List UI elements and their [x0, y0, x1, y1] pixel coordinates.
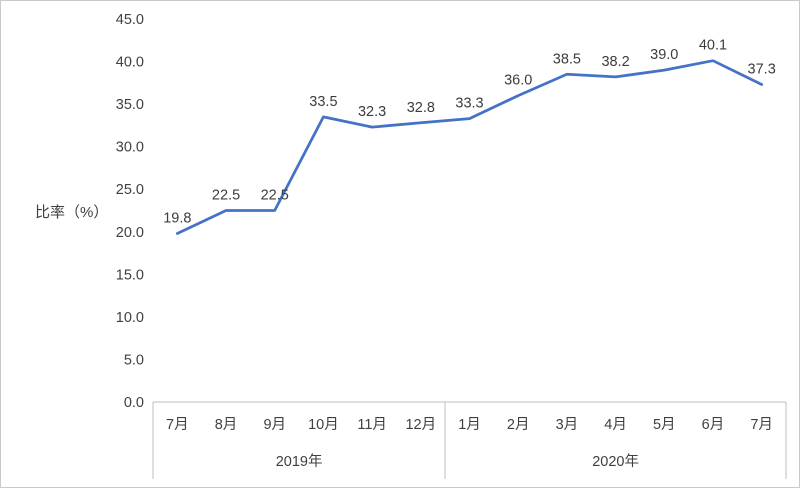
data-label: 37.3 — [748, 62, 776, 78]
y-axis-tick-label: 15.0 — [116, 267, 144, 283]
data-label: 38.5 — [553, 51, 581, 67]
x-axis-tick-label: 5月 — [653, 417, 676, 433]
x-axis-tick-label: 6月 — [702, 417, 725, 433]
y-axis-tick-label: 10.0 — [116, 310, 144, 326]
y-axis-tick-label: 20.0 — [116, 225, 144, 241]
data-label: 32.8 — [407, 100, 435, 116]
data-label: 33.5 — [309, 94, 337, 110]
y-axis-title: 比率（%） — [35, 204, 109, 221]
x-axis-group-label: 2020年 — [592, 453, 639, 470]
data-label: 19.8 — [163, 210, 191, 226]
y-axis-tick-label: 5.0 — [124, 352, 144, 368]
y-axis-tick-label: 30.0 — [116, 140, 144, 156]
data-label: 39.0 — [650, 47, 678, 63]
y-axis-tick-label: 45.0 — [116, 12, 144, 28]
x-axis-tick-label: 12月 — [405, 417, 436, 433]
data-label: 22.5 — [212, 188, 240, 204]
x-axis-tick-label: 7月 — [166, 417, 189, 433]
data-label: 32.3 — [358, 104, 386, 120]
x-axis-tick-label: 3月 — [556, 417, 579, 433]
x-axis-tick-label: 11月 — [357, 417, 387, 433]
data-label: 38.2 — [601, 54, 629, 70]
x-axis-tick-label: 7月 — [750, 417, 773, 433]
data-label: 36.0 — [504, 73, 532, 89]
x-axis-tick-label: 4月 — [604, 417, 627, 433]
data-label: 40.1 — [699, 38, 727, 54]
x-axis-tick-label: 1月 — [458, 417, 481, 433]
y-axis-tick-label: 25.0 — [116, 182, 144, 198]
y-axis-tick-label: 40.0 — [116, 55, 144, 71]
data-label: 22.5 — [261, 188, 289, 204]
x-axis-tick-label: 8月 — [215, 417, 238, 433]
y-axis-tick-label: 0.0 — [124, 395, 144, 411]
x-axis-tick-label: 10月 — [308, 417, 339, 433]
x-axis-tick-label: 2月 — [507, 417, 530, 433]
data-label: 33.3 — [455, 96, 483, 112]
series-line — [175, 59, 764, 235]
y-axis-tick-label: 35.0 — [116, 97, 144, 113]
x-axis-tick-label: 9月 — [263, 417, 286, 433]
x-axis-group-label: 2019年 — [276, 453, 323, 470]
